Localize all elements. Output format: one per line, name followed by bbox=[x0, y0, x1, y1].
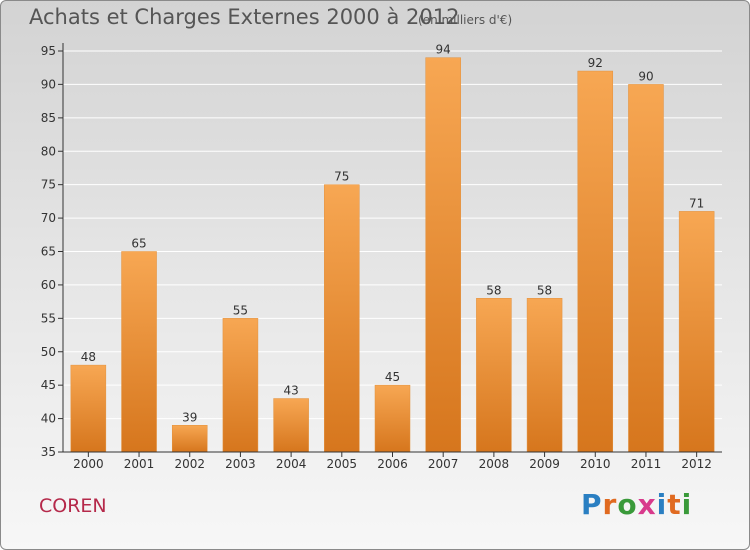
logo-letter: P bbox=[581, 488, 603, 521]
proxiti-logo[interactable]: Proxiti bbox=[581, 488, 692, 521]
y-tick-label: 85 bbox=[41, 111, 56, 125]
bar bbox=[526, 298, 563, 453]
x-tick-label: 2009 bbox=[529, 457, 560, 471]
chart-title: Achats et Charges Externes 2000 à 2012 bbox=[29, 5, 460, 29]
x-tick-label: 2005 bbox=[327, 457, 358, 471]
bar-chart: 35 40 45 50 55 60 65 70 75 80 85 90 95 48 2000 65 2001 39… bbox=[41, 43, 722, 471]
y-tick-label: 80 bbox=[41, 144, 56, 158]
x-tick-label: 2010 bbox=[580, 457, 611, 471]
y-tick-label: 90 bbox=[41, 77, 56, 91]
data-label: 39 bbox=[182, 410, 197, 424]
x-tick-label: 2001 bbox=[124, 457, 155, 471]
logo-letter: t bbox=[667, 488, 682, 521]
y-tick-label: 95 bbox=[41, 44, 56, 58]
bar bbox=[374, 384, 411, 453]
bar bbox=[324, 184, 360, 453]
data-label: 55 bbox=[233, 303, 248, 317]
logo-letter: x bbox=[637, 488, 657, 521]
x-tick-label: 2011 bbox=[631, 457, 662, 471]
bar bbox=[425, 57, 461, 453]
y-tick-label: 70 bbox=[41, 211, 56, 225]
y-tick-label: 40 bbox=[41, 412, 56, 426]
data-label: 71 bbox=[689, 196, 704, 210]
y-tick-label: 65 bbox=[41, 245, 56, 259]
y-tick-label: 60 bbox=[41, 278, 56, 292]
logo-letter: i bbox=[656, 488, 668, 521]
bar bbox=[476, 298, 512, 453]
y-tick-label: 35 bbox=[41, 445, 56, 459]
y-tick-label: 50 bbox=[41, 345, 56, 359]
data-label: 75 bbox=[334, 170, 349, 184]
data-label: 45 bbox=[385, 370, 400, 384]
x-tick-label: 2012 bbox=[681, 457, 712, 471]
data-label: 58 bbox=[537, 283, 552, 297]
bar bbox=[222, 318, 259, 453]
y-tick-label: 45 bbox=[41, 378, 56, 392]
bar bbox=[70, 364, 107, 453]
bar bbox=[273, 398, 309, 453]
bar bbox=[577, 70, 614, 453]
x-tick-label: 2008 bbox=[479, 457, 510, 471]
x-tick-label: 2004 bbox=[276, 457, 307, 471]
data-label: 48 bbox=[81, 350, 96, 364]
commune-name: COREN bbox=[39, 495, 107, 517]
logo-letter: r bbox=[602, 488, 618, 521]
data-label: 92 bbox=[588, 56, 603, 70]
bar bbox=[171, 425, 208, 453]
data-label: 94 bbox=[436, 43, 451, 57]
data-label: 65 bbox=[131, 237, 146, 251]
data-label: 58 bbox=[486, 283, 501, 297]
x-tick-label: 2006 bbox=[377, 457, 408, 471]
y-tick-label: 75 bbox=[41, 178, 56, 192]
bar bbox=[121, 251, 157, 453]
data-label: 43 bbox=[283, 384, 298, 398]
logo-letter: i bbox=[681, 488, 693, 521]
y-tick-label: 55 bbox=[41, 311, 56, 325]
data-label: 90 bbox=[638, 69, 653, 83]
logo-letter: o bbox=[617, 488, 638, 521]
x-tick-label: 2003 bbox=[225, 457, 256, 471]
x-tick-label: 2000 bbox=[73, 457, 104, 471]
x-tick-label: 2007 bbox=[428, 457, 459, 471]
bar bbox=[678, 211, 715, 453]
chart-subtitle: (en milliers d'€) bbox=[418, 13, 513, 27]
x-tick-label: 2002 bbox=[174, 457, 205, 471]
bar bbox=[628, 84, 664, 453]
